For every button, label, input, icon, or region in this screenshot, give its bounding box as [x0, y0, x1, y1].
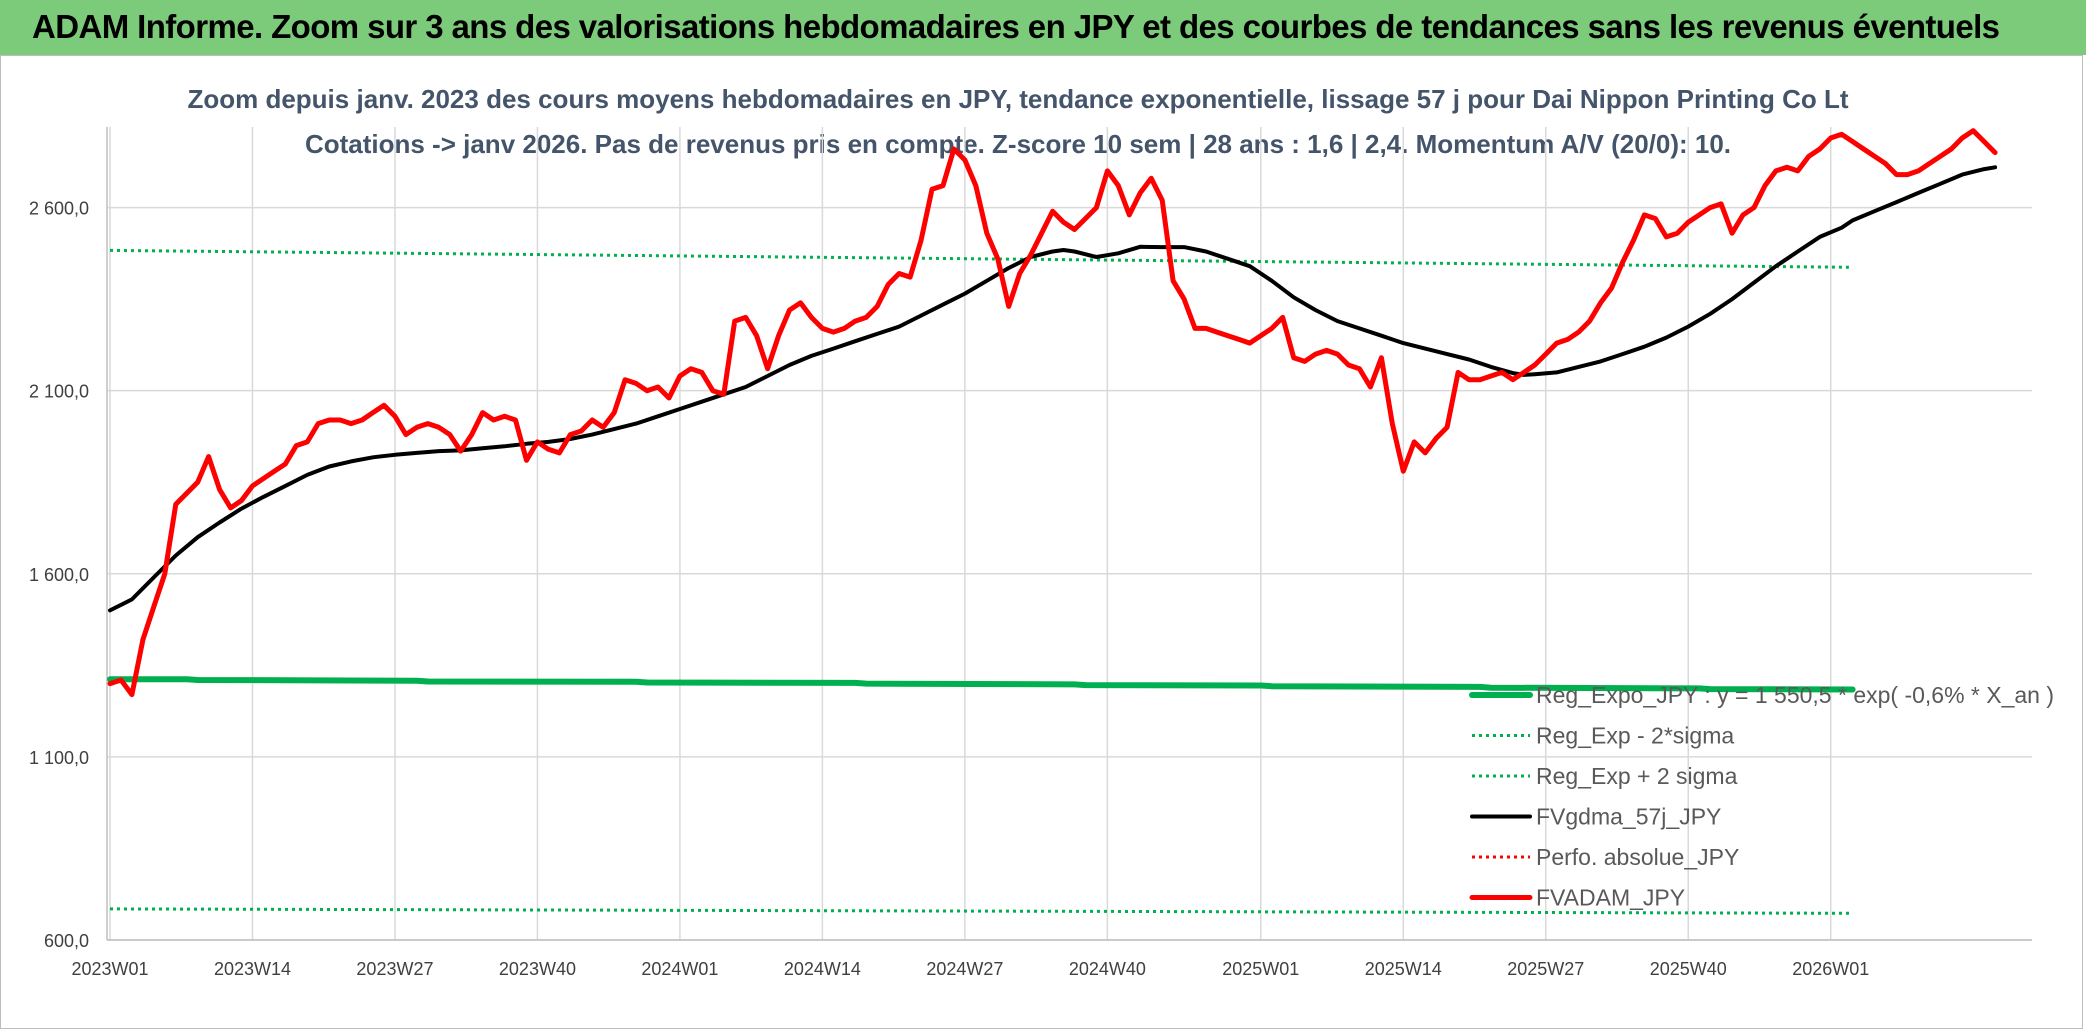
x-tick-label: 2026W01: [1792, 959, 1869, 979]
legend: Reg_Expo_JPY : y = 1 550,5 * exp( -0,6% …: [1469, 682, 2054, 911]
legend-label: Reg_Exp + 2 sigma: [1536, 763, 1738, 789]
y-tick-label: 2 600,0: [29, 199, 89, 219]
y-tick-label: 2 100,0: [29, 382, 89, 402]
y-tick-label: 600,0: [44, 931, 89, 951]
x-tick-label: 2025W14: [1365, 959, 1442, 979]
series-line-2-reg-exp: [109, 248, 1853, 269]
legend-label: FVADAM_JPY: [1536, 885, 1685, 911]
x-tick-label: 2025W27: [1507, 959, 1584, 979]
x-tick-label: 2024W14: [784, 959, 861, 979]
chart-title-line-1: Zoom depuis janv. 2023 des cours moyens …: [187, 84, 1848, 114]
y-tick-label: 1 100,0: [29, 748, 89, 768]
chart-frame: [0, 55, 2083, 1029]
x-tick-label: 2024W01: [641, 959, 718, 979]
series-layer: [107, 128, 1998, 915]
legend-label: FVgdma_57j_JPY: [1536, 804, 1721, 830]
y-tick-label: 1 600,0: [29, 565, 89, 585]
legend-label: Perfo. absolue_JPY: [1536, 844, 1739, 870]
x-axis: 2023W01 2023W14 2023W27 2023W40 2024W01 2024W…: [71, 959, 1869, 979]
grid: [106, 127, 2032, 941]
legend-label: Reg_Expo_JPY : y = 1 550,5 * exp( -0,6% …: [1536, 682, 2054, 708]
x-tick-label: 2025W01: [1222, 959, 1299, 979]
series-line-0-reg-expo-jpy: [107, 676, 1856, 693]
x-tick-label: 2024W40: [1069, 959, 1146, 979]
series-line-3-fvgdma-57j-jpy: [108, 165, 1998, 613]
chart-title-line-2: Cotations -> janv 2026. Pas de revenus p…: [305, 129, 1731, 159]
x-tick-label: 2025W40: [1650, 959, 1727, 979]
y-axis: 600,0 1 100,0 1 600,0 2 100,0 2 600,0: [29, 199, 89, 951]
legend-label: Reg_Exp - 2*sigma: [1536, 723, 1734, 749]
report-banner: ADAM Informe. Zoom sur 3 ans des valoris…: [0, 0, 2086, 55]
x-tick-label: 2023W27: [356, 959, 433, 979]
x-tick-label: 2023W01: [71, 959, 148, 979]
x-tick-label: 2023W40: [499, 959, 576, 979]
x-tick-label: 2024W27: [926, 959, 1003, 979]
series-line-5-fvadam-jpy: [107, 128, 1998, 698]
report-title: ADAM Informe. Zoom sur 3 ans des valoris…: [32, 8, 2000, 45]
x-tick-label: 2023W14: [214, 959, 291, 979]
